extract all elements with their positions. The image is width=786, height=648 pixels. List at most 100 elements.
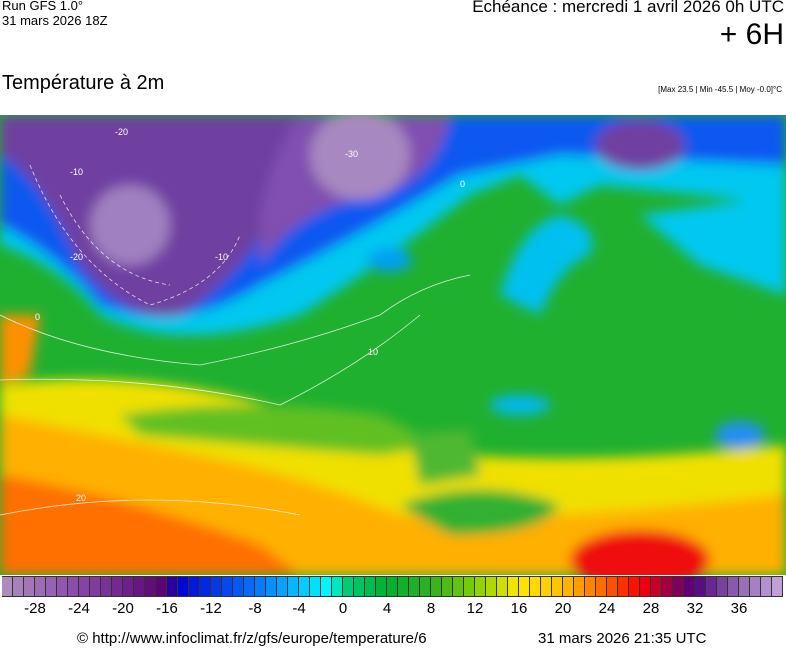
isotherm-neg10: [29, 164, 241, 306]
color-scale-cell: [68, 576, 79, 597]
color-scale-cell: [387, 576, 398, 597]
color-scale-cell: [552, 576, 563, 597]
color-scale-cell: [145, 576, 156, 597]
run-label: Run GFS 1.0°: [2, 0, 84, 13]
contour-label: -10: [215, 252, 228, 262]
color-scale-cell: [739, 576, 750, 597]
zone-russia-cyan: [640, 195, 786, 295]
zone-deep-orange: [0, 475, 300, 575]
color-scale-tick-label: 12: [466, 600, 484, 617]
color-scale-cell: [321, 576, 332, 597]
isotherm-20: [0, 499, 301, 516]
forecast-offset: + 6H: [719, 18, 784, 51]
color-scale-cell: [673, 576, 684, 597]
color-scale-cell: [541, 576, 552, 597]
color-scale-cell: [530, 576, 541, 597]
color-scale-tick-label: -20: [112, 600, 134, 617]
generated-time: 31 mars 2026 21:35 UTC: [538, 630, 707, 647]
color-scale-cell: [112, 576, 123, 597]
color-scale-cell: [90, 576, 101, 597]
contour-label: -20: [70, 252, 83, 262]
color-scale-cell: [640, 576, 651, 597]
zone-light-green: [120, 405, 440, 455]
color-scale-cell: [607, 576, 618, 597]
color-scale-tick-label: -4: [292, 600, 306, 617]
color-scale-cell: [772, 576, 783, 597]
color-scale-cell: [420, 576, 431, 597]
zone-iceland: [368, 248, 412, 272]
contour-label: 0: [460, 179, 465, 189]
color-scale-cell: [750, 576, 761, 597]
color-scale-tick-label: 4: [382, 600, 392, 617]
color-scale-cell: [24, 576, 35, 597]
zone-greenland-core: [310, 115, 410, 200]
zone-scandinavia: [500, 215, 592, 315]
color-scale-tick-label: 24: [598, 600, 616, 617]
color-scale-tick-label: 32: [686, 600, 704, 617]
zone-baffin-core: [90, 185, 170, 265]
color-scale-cell: [618, 576, 629, 597]
color-scale-cell: [508, 576, 519, 597]
temperature-map[interactable]: -20 -10 0 -30 -20 -10 0 10 20: [0, 115, 786, 575]
color-scale-cell: [35, 576, 46, 597]
color-scale-tick-label: -28: [24, 600, 46, 617]
color-scale-tick-label: 36: [730, 600, 748, 617]
zone-alps: [490, 395, 550, 415]
color-scale-cell: [277, 576, 288, 597]
isotherm-neg20: [59, 194, 171, 286]
color-scale-cell: [167, 576, 178, 597]
zone-novaya: [595, 120, 685, 170]
color-scale-tick-label: 28: [642, 600, 660, 617]
color-scale-tick-label: 8: [426, 600, 436, 617]
color-scale-tick-label: -16: [156, 600, 178, 617]
color-scale-cell: [706, 576, 717, 597]
color-scale-cell: [519, 576, 530, 597]
isotherm-0: [0, 274, 471, 366]
color-scale-cell: [409, 576, 420, 597]
contour-label: 0: [35, 312, 40, 322]
color-scale-cell: [629, 576, 640, 597]
color-scale-cell: [222, 576, 233, 597]
color-scale-cell: [178, 576, 189, 597]
contour-label: 20: [76, 493, 86, 503]
color-scale-cell: [585, 576, 596, 597]
color-scale-tick-label: -24: [68, 600, 90, 617]
color-scale-cell: [453, 576, 464, 597]
color-scale-cell: [662, 576, 673, 597]
color-scale-cell: [728, 576, 739, 597]
color-scale-cell: [13, 576, 24, 597]
color-scale-cell: [46, 576, 57, 597]
color-scale-cell: [123, 576, 134, 597]
color-scale-cell: [189, 576, 200, 597]
color-scale-tick-label: -12: [200, 600, 222, 617]
color-scale-cell: [255, 576, 266, 597]
contour-label: 10: [368, 347, 378, 357]
stats-readout: [Max 23.5 | Min -45.5 | Moy -0.0]°C: [658, 85, 782, 94]
color-scale-cell: [651, 576, 662, 597]
isotherms: [0, 164, 471, 516]
color-scale-cell: [299, 576, 310, 597]
color-scale-cell: [288, 576, 299, 597]
color-scale-cell: [79, 576, 90, 597]
color-scale-cell: [156, 576, 167, 597]
color-scale-cell: [717, 576, 728, 597]
color-scale-tick-label: 16: [510, 600, 528, 617]
color-scale-cell: [497, 576, 508, 597]
zone-caucasus: [715, 421, 765, 449]
color-scale-cell: [134, 576, 145, 597]
color-scale-cell: [464, 576, 475, 597]
color-scale-cell: [233, 576, 244, 597]
color-scale-cell: [563, 576, 574, 597]
contour-label: -10: [70, 167, 83, 177]
contour-labels: -20 -10 0 -30 -20 -10 0 10 20: [35, 127, 465, 503]
color-scale-cell: [332, 576, 343, 597]
contour-label: -30: [345, 149, 358, 159]
color-scale-tick-label: 20: [554, 600, 572, 617]
source-url[interactable]: © http://www.infoclimat.fr/z/gfs/europe/…: [77, 630, 427, 647]
color-scale-cell: [343, 576, 354, 597]
color-scale-cell: [398, 576, 409, 597]
color-scale-cell: [442, 576, 453, 597]
color-scale-cell: [376, 576, 387, 597]
zone-subtropical-orange-left: [0, 315, 40, 385]
color-scale-cell: [486, 576, 497, 597]
